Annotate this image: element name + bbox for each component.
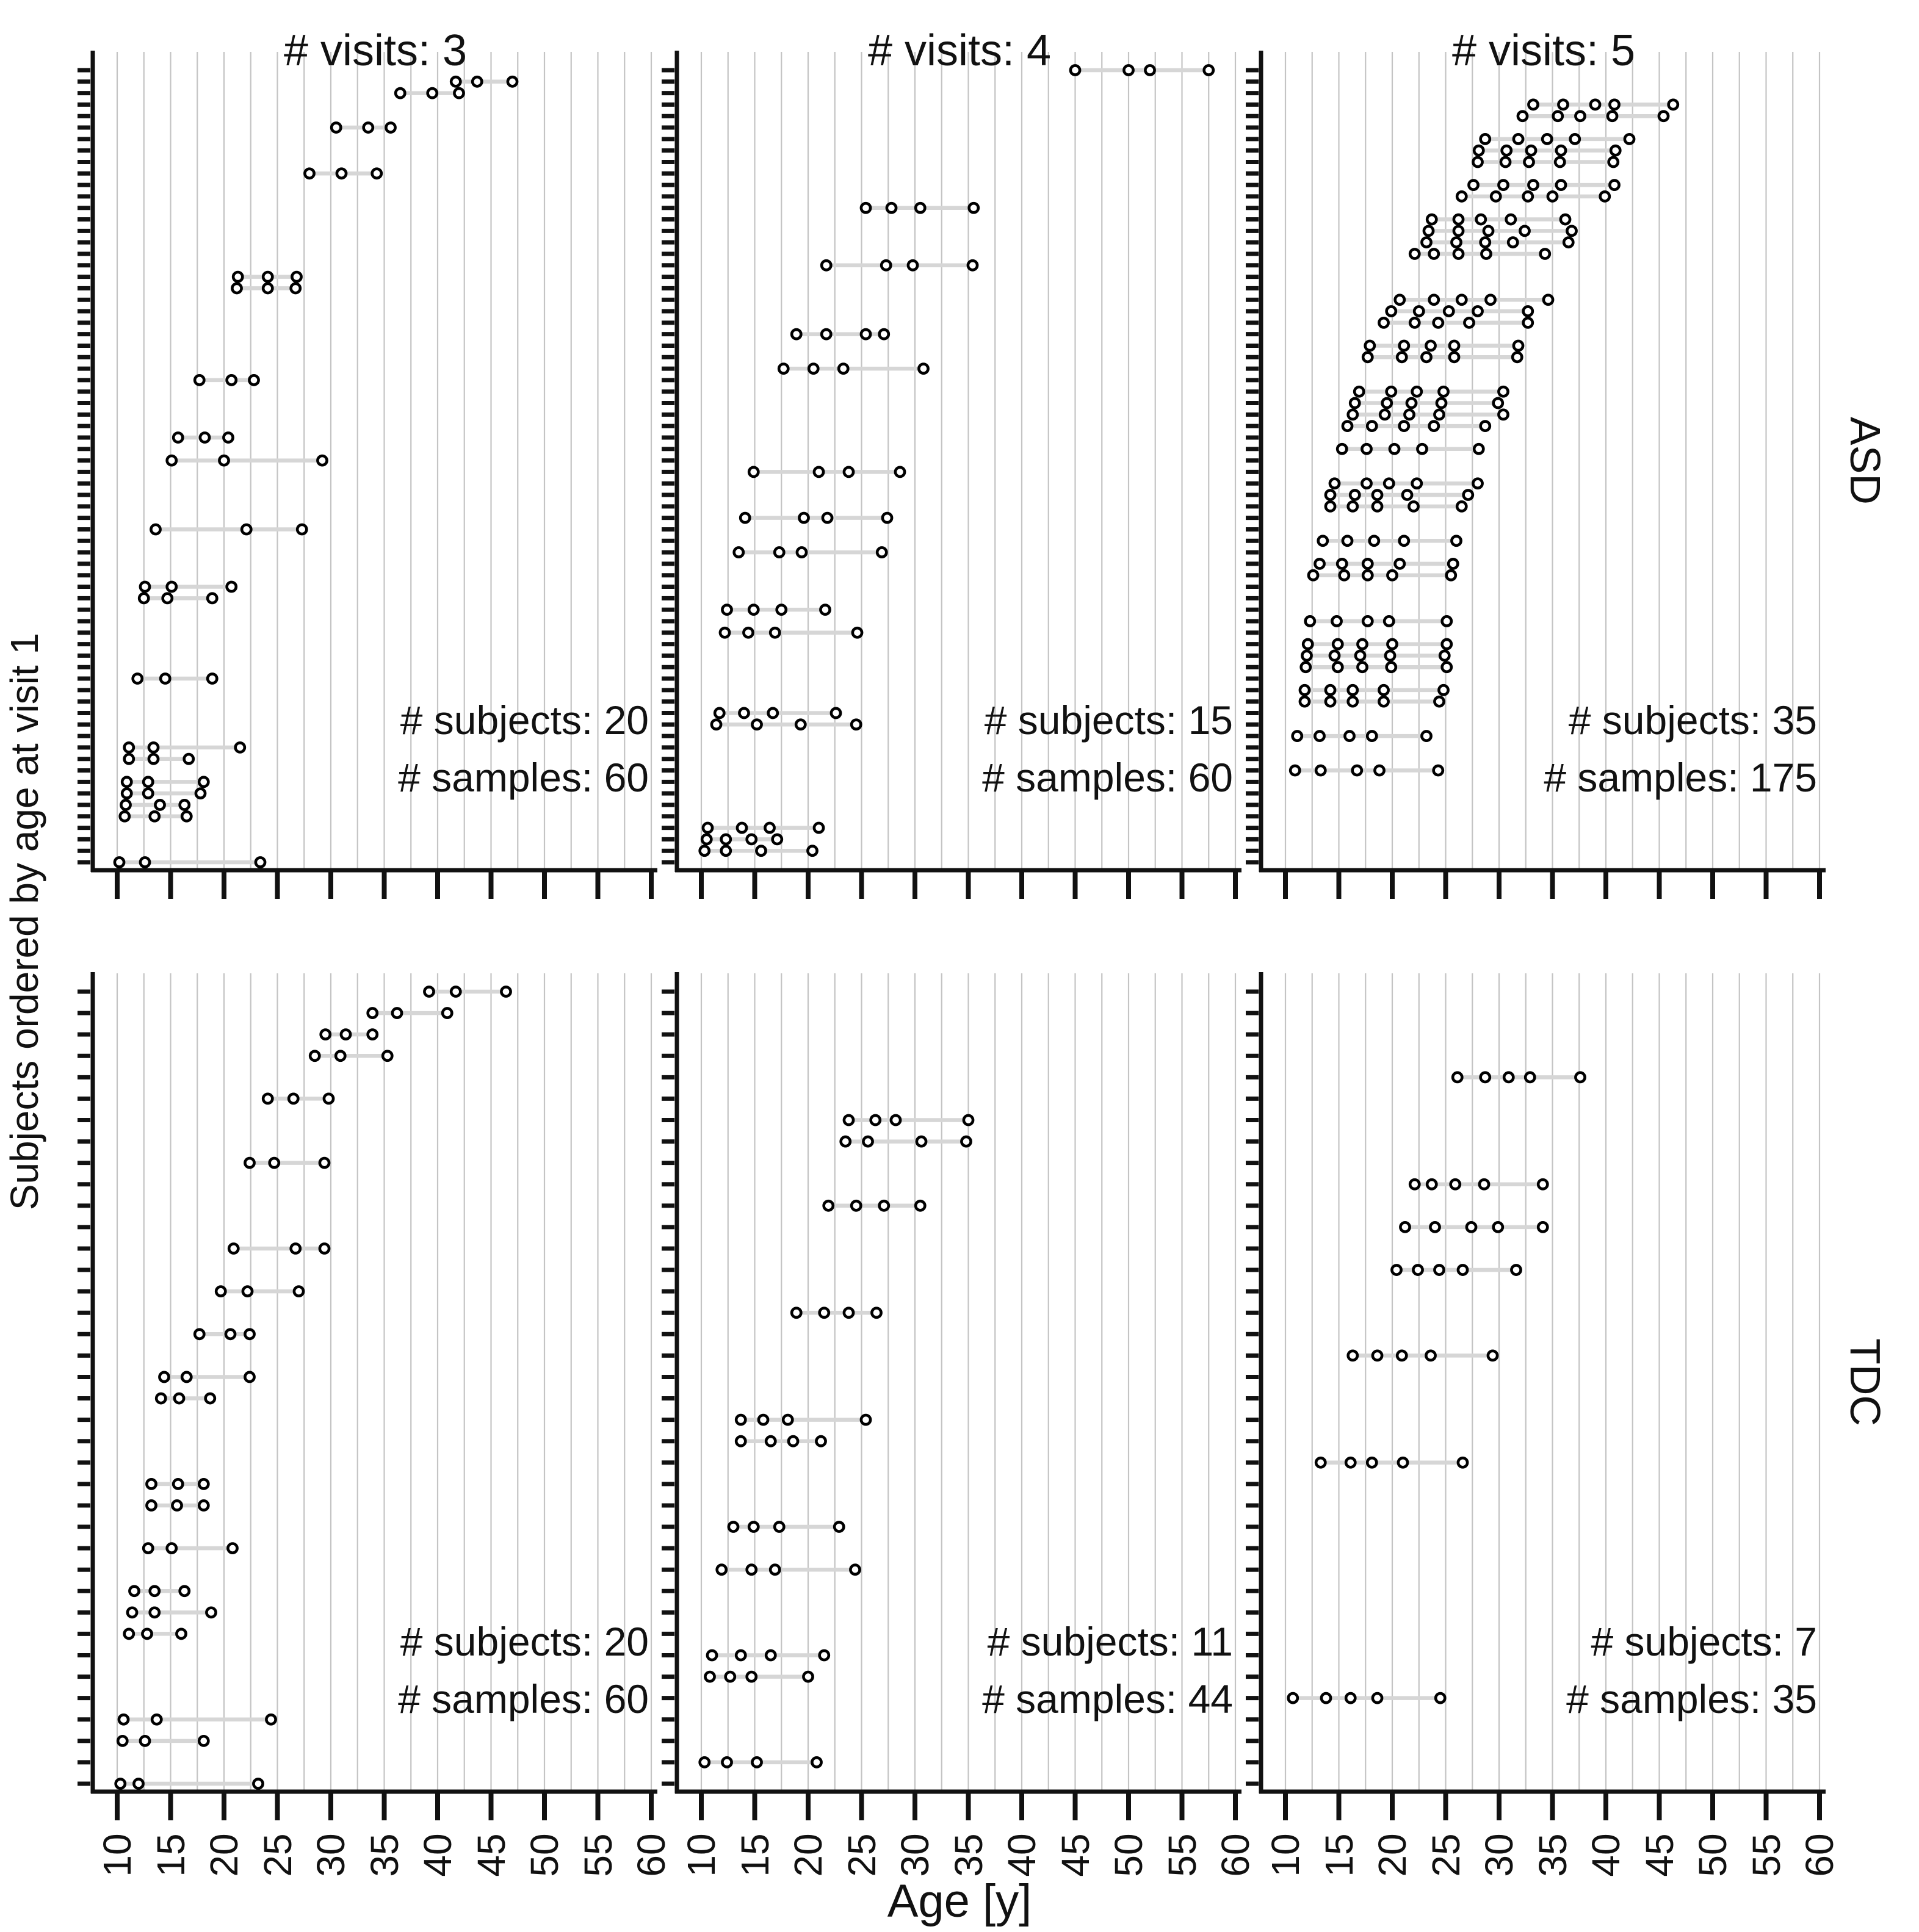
annotation-samples: # samples: 60 (398, 755, 649, 800)
panel-frame-0-2 (1246, 51, 1826, 899)
annotation-subjects: # subjects: 35 (1568, 697, 1817, 743)
panel-frame-0-1 (662, 51, 1241, 899)
x-tick-label: 20 (202, 1833, 246, 1877)
x-tick-label: 40 (416, 1833, 460, 1877)
y-axis-label: Subjects ordered by age at visit 1 (2, 632, 46, 1211)
x-tick-label: 55 (576, 1833, 620, 1877)
x-tick-label: 35 (1530, 1833, 1575, 1877)
x-tick-label: 15 (148, 1833, 193, 1877)
x-tick-label: 35 (362, 1833, 407, 1877)
x-tick-label: 10 (679, 1833, 723, 1877)
row-strip-tdc: TDC (1841, 1338, 1889, 1426)
x-tick-label: 40 (1000, 1833, 1044, 1877)
annotation-subjects: # subjects: 11 (987, 1619, 1233, 1664)
panel-frame-0-0 (78, 51, 657, 899)
x-tick-label: 55 (1744, 1833, 1788, 1877)
subject-series-tdc (114, 986, 1586, 1790)
x-tick-label: 50 (1107, 1833, 1151, 1877)
x-tick-label: 25 (839, 1833, 884, 1877)
annotation-samples: # samples: 60 (398, 1676, 649, 1721)
x-tick-label: 30 (1477, 1833, 1521, 1877)
panel-frame-1-2 (1246, 972, 1826, 1820)
subject-series-asd (113, 64, 1680, 868)
annotation-subjects: # subjects: 15 (984, 697, 1233, 743)
x-tick-label: 45 (469, 1833, 513, 1877)
x-tick-label: 15 (732, 1833, 777, 1877)
annotation-samples: # samples: 175 (1544, 755, 1817, 800)
x-tick-label: 45 (1637, 1833, 1682, 1877)
x-tick-label: 60 (1213, 1833, 1257, 1877)
x-tick-label: 20 (786, 1833, 830, 1877)
panel-title-visits-5: # visits: 5 (1451, 26, 1636, 75)
x-tick-label: 10 (1263, 1833, 1307, 1877)
x-tick-label: 60 (629, 1833, 673, 1877)
annotation-samples: # samples: 35 (1566, 1676, 1817, 1721)
x-tick-label: 25 (1423, 1833, 1468, 1877)
annotation-samples: # samples: 44 (982, 1676, 1233, 1721)
annotation-subjects: # subjects: 7 (1591, 1619, 1817, 1664)
x-tick-label: 15 (1317, 1833, 1361, 1877)
x-tick-label: 55 (1160, 1833, 1204, 1877)
x-tick-label: 30 (893, 1833, 937, 1877)
annotation-subjects: # subjects: 20 (400, 1619, 649, 1664)
annotation-samples: # samples: 60 (982, 755, 1233, 800)
x-axis-label: Age [y] (887, 1875, 1032, 1927)
x-tick-label: 50 (1691, 1833, 1735, 1877)
x-tick-label: 45 (1053, 1833, 1097, 1877)
x-tick-label: 40 (1584, 1833, 1628, 1877)
annotation-subjects: # subjects: 20 (400, 697, 649, 743)
x-tick-label: 35 (946, 1833, 991, 1877)
panel-title-visits-4: # visits: 4 (867, 26, 1052, 75)
x-tick-label: 25 (255, 1833, 300, 1877)
x-tick-label: 10 (95, 1833, 139, 1877)
x-tick-label: 50 (522, 1833, 566, 1877)
x-tick-label: 20 (1370, 1833, 1414, 1877)
panel-frame-1-0 (78, 972, 657, 1820)
x-tick-label: 30 (309, 1833, 353, 1877)
row-strip-asd: ASD (1841, 417, 1889, 505)
x-tick-label: 60 (1798, 1833, 1841, 1877)
panel-title-visits-3: # visits: 3 (283, 26, 468, 75)
